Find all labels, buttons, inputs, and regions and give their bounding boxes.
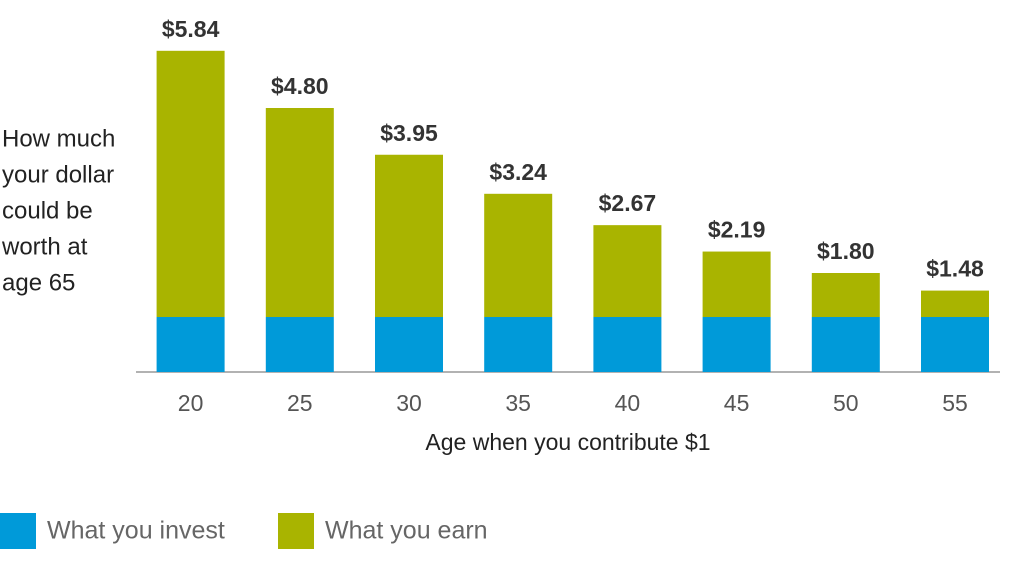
x-tick-label: 30 [396, 390, 422, 416]
legend-swatch [0, 513, 36, 549]
x-tick-label: 40 [615, 390, 641, 416]
value-label: $4.80 [271, 73, 329, 99]
value-label: $1.48 [926, 256, 984, 282]
bar-segment [593, 317, 662, 372]
bar-segment [265, 317, 334, 372]
y-axis-label: How much [2, 125, 115, 152]
bar-segment [702, 251, 771, 317]
bar-segment [811, 317, 880, 372]
bar-segment [375, 154, 443, 317]
value-label: $3.24 [489, 159, 547, 185]
legend-label: What you invest [47, 517, 225, 545]
bar-segment [484, 317, 553, 372]
y-axis-label: could be [2, 197, 93, 224]
bar-segment [484, 193, 553, 317]
bar-segment [702, 317, 771, 372]
bar-segment [921, 317, 989, 372]
value-label: $5.84 [162, 16, 220, 42]
legend-label: What you earn [325, 517, 488, 545]
bar-segment [375, 317, 443, 372]
bar-segment [156, 50, 225, 318]
x-tick-label: 35 [505, 390, 531, 416]
value-label: $1.80 [817, 238, 875, 264]
x-tick-label: 25 [287, 390, 313, 416]
y-axis-label: your dollar [2, 161, 114, 188]
bar-segment [265, 108, 334, 317]
x-axis-label: Age when you contribute $1 [425, 429, 710, 455]
x-tick-label: 50 [833, 390, 859, 416]
y-axis-label: age 65 [2, 269, 75, 296]
bar-segment [921, 290, 989, 317]
value-label: $3.95 [380, 120, 438, 146]
value-label: $2.19 [708, 217, 766, 243]
x-tick-label: 45 [724, 390, 750, 416]
bar-segment [593, 225, 662, 317]
value-label: $2.67 [599, 190, 657, 216]
x-tick-label: 20 [178, 390, 204, 416]
bar-segment [156, 317, 225, 372]
y-axis-label: worth at [1, 233, 88, 260]
bar-segment [811, 273, 880, 317]
x-tick-label: 55 [942, 390, 968, 416]
legend-swatch [278, 513, 314, 549]
